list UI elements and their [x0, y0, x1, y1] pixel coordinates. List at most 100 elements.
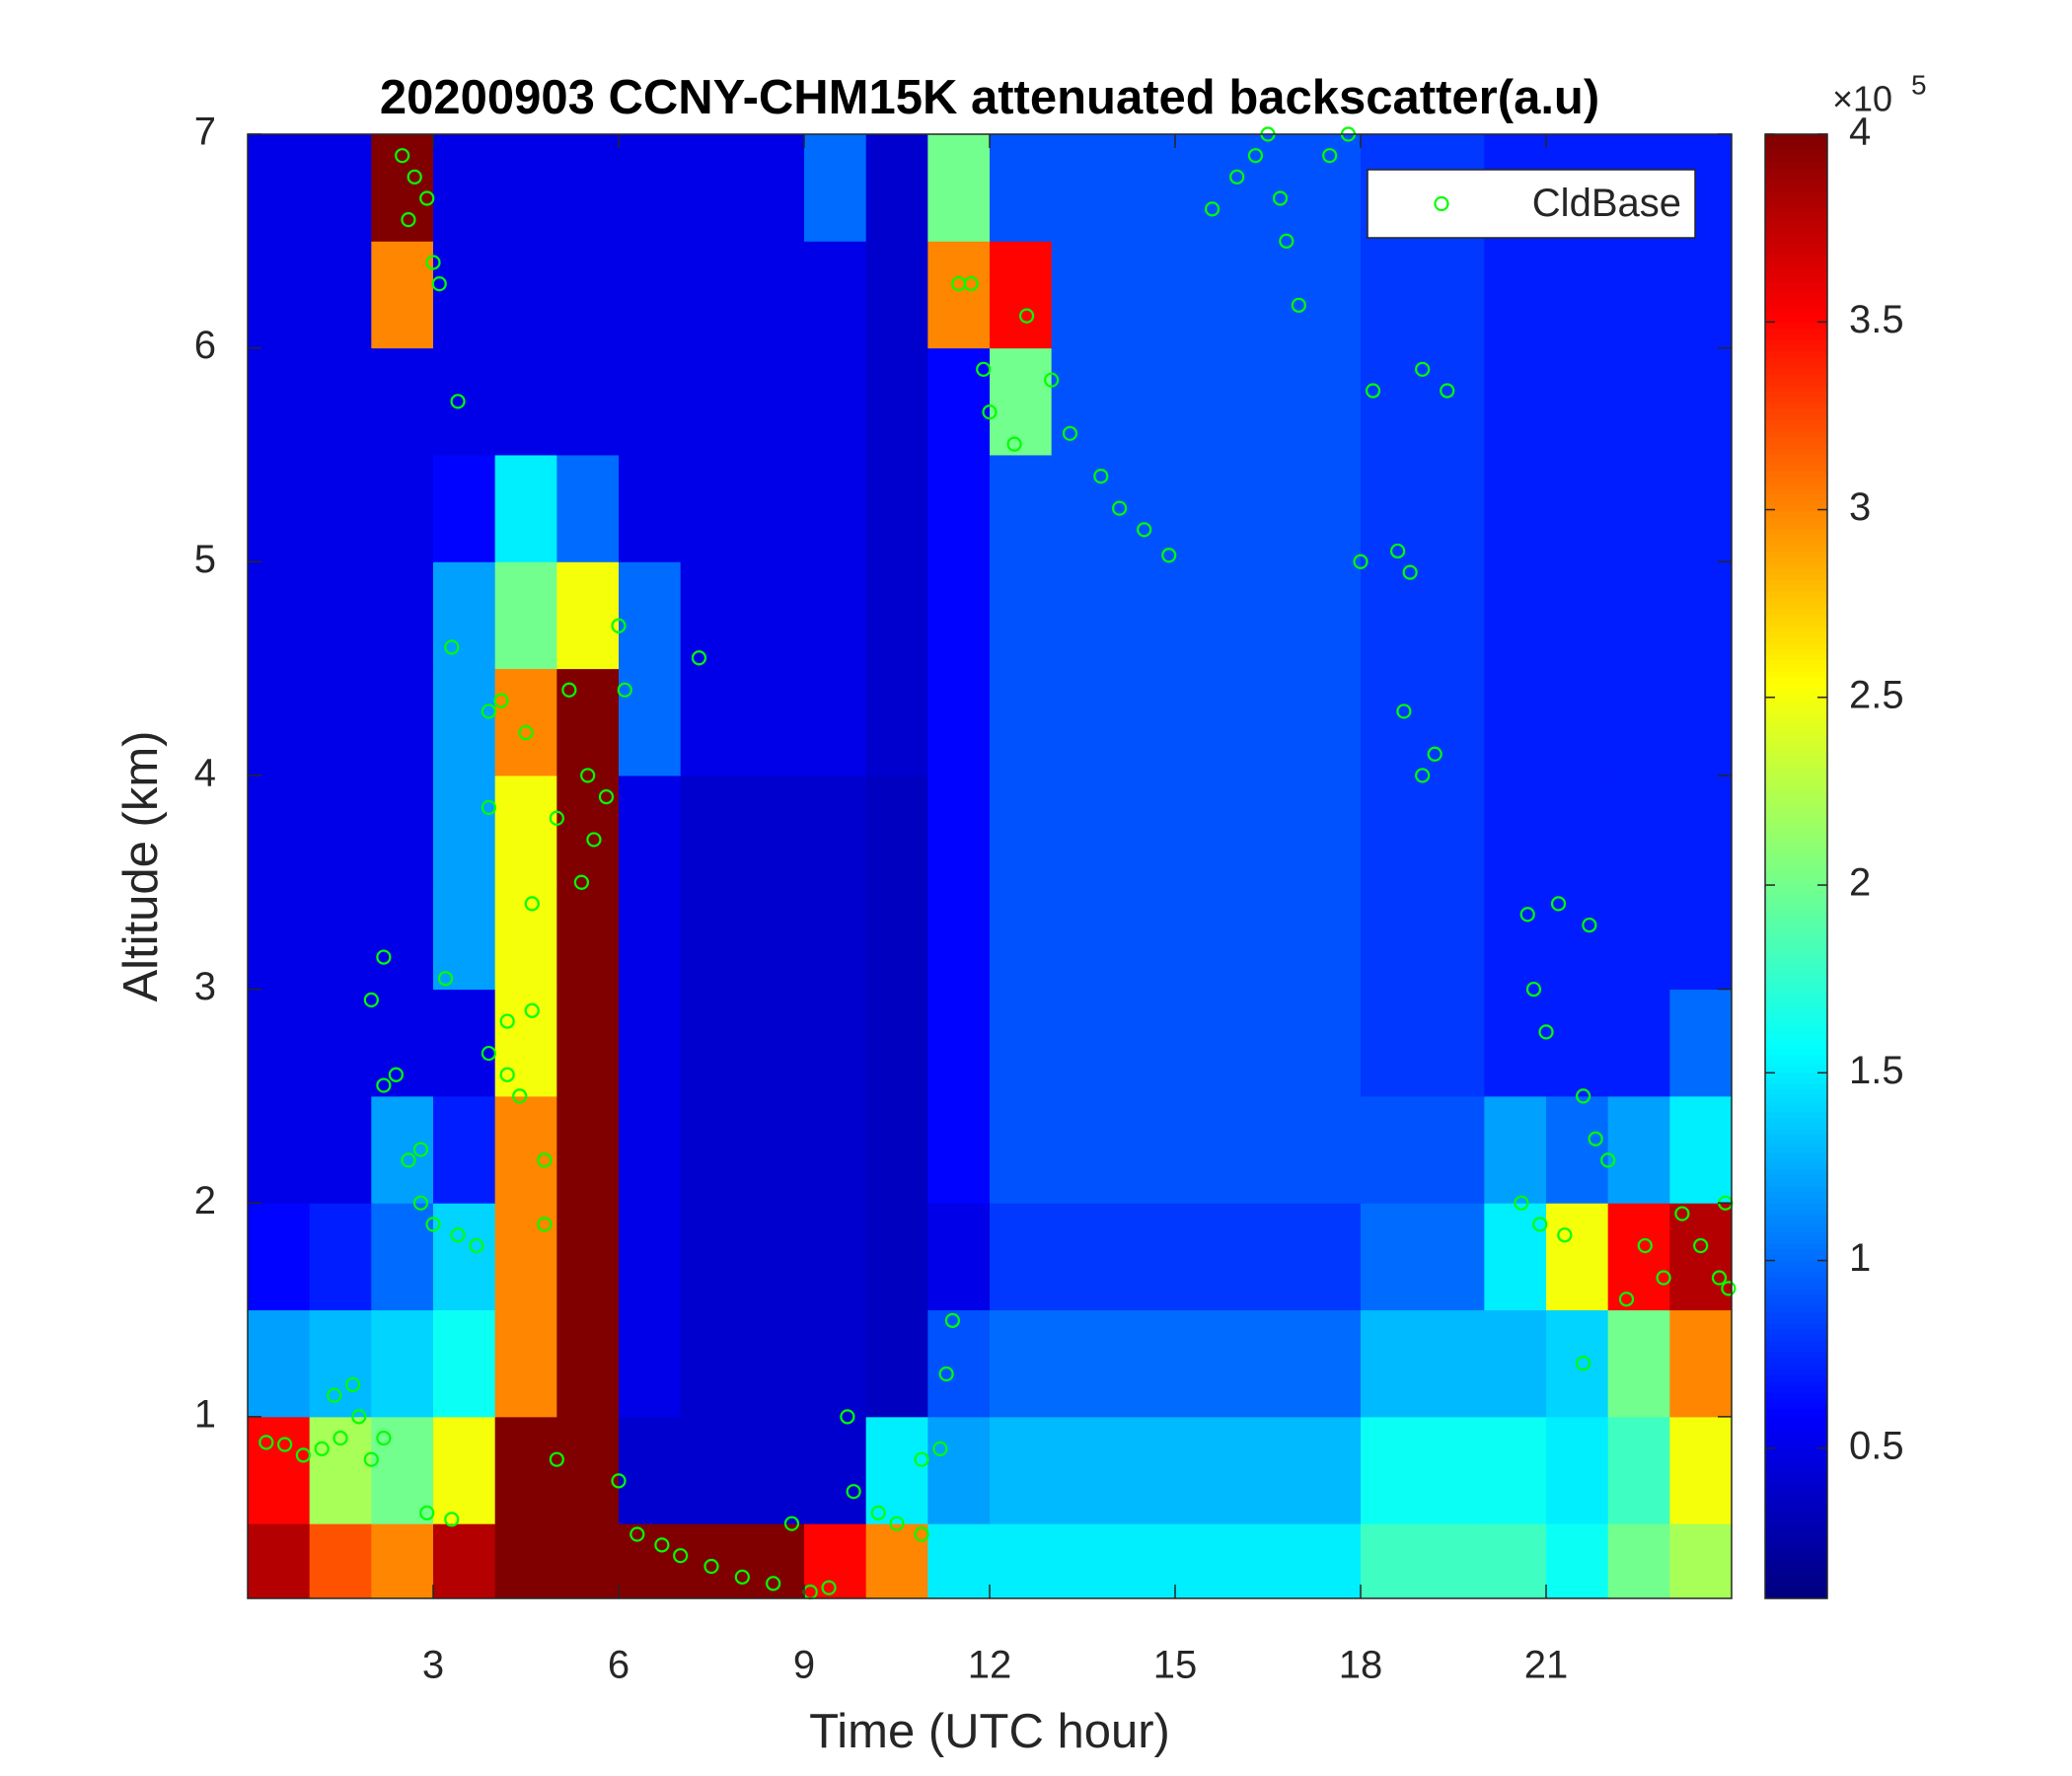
colorbar-step	[1765, 614, 1827, 622]
colorbar-step	[1765, 1403, 1827, 1411]
colorbar-step	[1765, 1055, 1827, 1062]
colorbar-step	[1765, 860, 1827, 867]
cloud-base-point	[419, 1505, 435, 1520]
colorbar-step	[1765, 1032, 1827, 1039]
colorbar-step	[1765, 1443, 1827, 1450]
heat-cell	[1298, 241, 1362, 349]
cloud-base-point	[1247, 148, 1264, 164]
colorbar-step	[1765, 1094, 1827, 1102]
colorbar-step	[1765, 574, 1827, 581]
colorbar-step	[1765, 294, 1827, 301]
heat-cell	[990, 1309, 1053, 1418]
heat-cell	[1607, 989, 1670, 1097]
heat-cell	[1484, 882, 1547, 991]
cloud-base-point	[401, 212, 416, 228]
heat-cell	[309, 1203, 372, 1311]
colorbar-step	[1765, 740, 1827, 747]
colorbar-tick-label: 3	[1849, 485, 1871, 529]
cloud-base-point	[1044, 372, 1060, 388]
colorbar-step	[1765, 1507, 1827, 1514]
colorbar-step	[1765, 1243, 1827, 1250]
cloud-base-point	[654, 1537, 670, 1553]
heat-cell	[1113, 989, 1176, 1097]
heat-cell	[1546, 1095, 1609, 1204]
heat-cell	[1669, 1416, 1733, 1524]
colorbar-step	[1765, 1374, 1827, 1382]
heat-cell	[619, 347, 682, 456]
colorbar-step	[1765, 820, 1827, 828]
heat-cell	[1236, 1095, 1299, 1204]
heat-cell	[1051, 1203, 1114, 1311]
heat-cell	[990, 134, 1053, 242]
colorbar-step	[1765, 866, 1827, 873]
colorbar-step	[1765, 1581, 1827, 1589]
heat-cell	[433, 989, 496, 1097]
cloud-base-point	[450, 1227, 466, 1243]
colorbar-step	[1765, 1341, 1827, 1348]
heat-cell	[1298, 347, 1362, 456]
colorbar-step	[1765, 1306, 1827, 1313]
heat-cell	[1484, 1416, 1547, 1524]
heat-cell	[1546, 1523, 1609, 1599]
heat-cell	[371, 668, 434, 777]
heat-cell	[990, 989, 1053, 1097]
heat-cell	[248, 668, 311, 777]
colorbar-step	[1765, 597, 1827, 604]
heat-cell	[556, 347, 620, 456]
heat-cell	[1422, 882, 1485, 991]
colorbar-step	[1765, 437, 1827, 444]
colorbar-step	[1765, 1169, 1827, 1176]
heat-cell	[990, 347, 1053, 456]
heat-cell	[309, 1095, 372, 1204]
heat-cell	[248, 1095, 311, 1204]
colorbar-step	[1765, 1570, 1827, 1577]
colorbar-step	[1765, 1020, 1827, 1027]
heat-cell	[1361, 668, 1424, 777]
colorbar-step	[1765, 208, 1827, 215]
colorbar-step	[1765, 1209, 1827, 1217]
cloud-base-point	[499, 1067, 515, 1082]
colorbar-step	[1765, 642, 1827, 650]
heat-cell	[1175, 1416, 1238, 1524]
colorbar-step	[1765, 1529, 1827, 1536]
colorbar-step	[1765, 1329, 1827, 1336]
colorbar-step	[1765, 1163, 1827, 1170]
heat-cell	[865, 882, 928, 991]
heat-cell	[927, 347, 991, 456]
colorbar-step	[1765, 809, 1827, 816]
colorbar-step	[1765, 202, 1827, 209]
heat-cell	[1546, 561, 1609, 670]
colorbar-step	[1765, 723, 1827, 730]
heat-cell	[309, 989, 372, 1097]
heat-cell	[804, 882, 867, 991]
heat-cell	[433, 1523, 496, 1599]
heat-cell	[1113, 1416, 1176, 1524]
cloud-base-point	[1415, 361, 1431, 377]
colorbar-step	[1765, 1141, 1827, 1147]
heat-cell	[680, 989, 743, 1097]
colorbar-step	[1765, 980, 1827, 988]
cloud-base-point	[1711, 1270, 1728, 1286]
colorbar-step	[1765, 540, 1827, 547]
colorbar-step	[1765, 403, 1827, 409]
heat-cell	[248, 1416, 311, 1524]
colorbar-step	[1765, 918, 1827, 925]
colorbar-step	[1765, 1232, 1827, 1239]
colorbar-step	[1765, 482, 1827, 490]
colorbar-step	[1765, 1295, 1827, 1302]
heat-cell	[556, 1203, 620, 1311]
heat-cell	[1361, 1203, 1424, 1311]
heat-cell	[1361, 241, 1424, 349]
colorbar-step	[1765, 671, 1827, 679]
heat-cell	[742, 241, 805, 349]
heat-cell	[1607, 1523, 1670, 1599]
heat-cell	[1484, 241, 1547, 349]
colorbar-step	[1765, 1147, 1827, 1153]
colorbar-step	[1765, 757, 1827, 765]
colorbar-step	[1765, 785, 1827, 793]
cloud-base-point	[351, 1409, 367, 1425]
legend-label: CldBase	[1532, 182, 1681, 225]
cloud-base-point	[1137, 522, 1152, 538]
heat-cell	[1422, 1523, 1485, 1599]
